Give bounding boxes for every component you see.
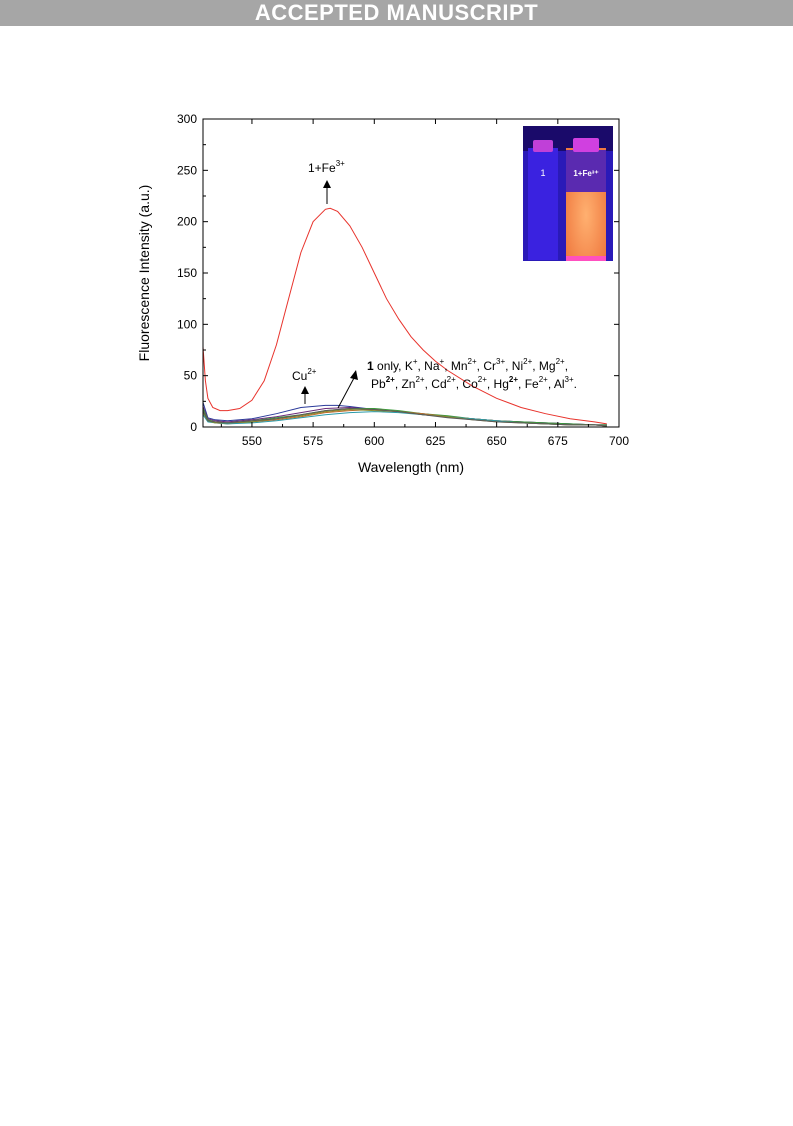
x-tick-label: 650 (487, 434, 507, 448)
svg-text:Cu2+: Cu2+ (292, 367, 317, 383)
x-tick-label: 600 (364, 434, 384, 448)
axis-layer: 550 575 600 625 650 675 700 0 50 100 150 200 250 300 (177, 112, 629, 448)
x-tick-label: 675 (548, 434, 568, 448)
y-tick-label: 150 (177, 266, 197, 280)
x-tick-label: 575 (303, 434, 323, 448)
y-axis-label: Fluorescence Intensity (a.u.) (136, 185, 152, 362)
annotation-cu: Cu2+ (292, 367, 317, 404)
y-tick-label: 100 (177, 317, 197, 331)
svg-text:1+Fe3+: 1+Fe3+ (308, 159, 345, 175)
others-line-2: Pb2+, Zn2+, Cd2+, Co2+, Hg2+, Fe2+, Al3+… (371, 375, 577, 391)
series-layer (203, 207, 607, 427)
inset-photo: 1 1+Fe³⁺ (523, 126, 613, 261)
manuscript-banner: ACCEPTED MANUSCRIPT (0, 0, 793, 26)
y-tick-label: 50 (184, 369, 198, 383)
annotation-fe: 1+Fe3+ (308, 159, 345, 204)
cu-label: Cu (292, 369, 307, 383)
y-tick-label: 200 (177, 215, 197, 229)
fe-sup: 3+ (336, 159, 345, 168)
y-tick-label: 300 (177, 112, 197, 126)
x-axis-label: Wavelength (nm) (358, 459, 464, 475)
cu-sup: 2+ (307, 367, 316, 376)
series-line-8 (203, 407, 607, 427)
vial-1 (528, 148, 558, 260)
y-tick-label: 0 (190, 420, 197, 434)
vial-1-label: 1 (540, 168, 545, 178)
banner-text: ACCEPTED MANUSCRIPT (254, 0, 539, 25)
y-tick-label: 250 (177, 163, 197, 177)
x-tick-label: 700 (609, 434, 629, 448)
x-tick-label: 550 (242, 434, 262, 448)
x-tick-label: 625 (425, 434, 445, 448)
fe-label: 1+Fe (308, 161, 336, 175)
annotation-others: 1 only, K+, Na+, Mn2+, Cr3+, Ni2+, Mg2+,… (337, 357, 577, 409)
others-line-1: 1 only, K+, Na+, Mn2+, Cr3+, Ni2+, Mg2+, (367, 357, 568, 373)
vial-2-label: 1+Fe³⁺ (573, 169, 598, 178)
series-line-1 (203, 207, 607, 425)
